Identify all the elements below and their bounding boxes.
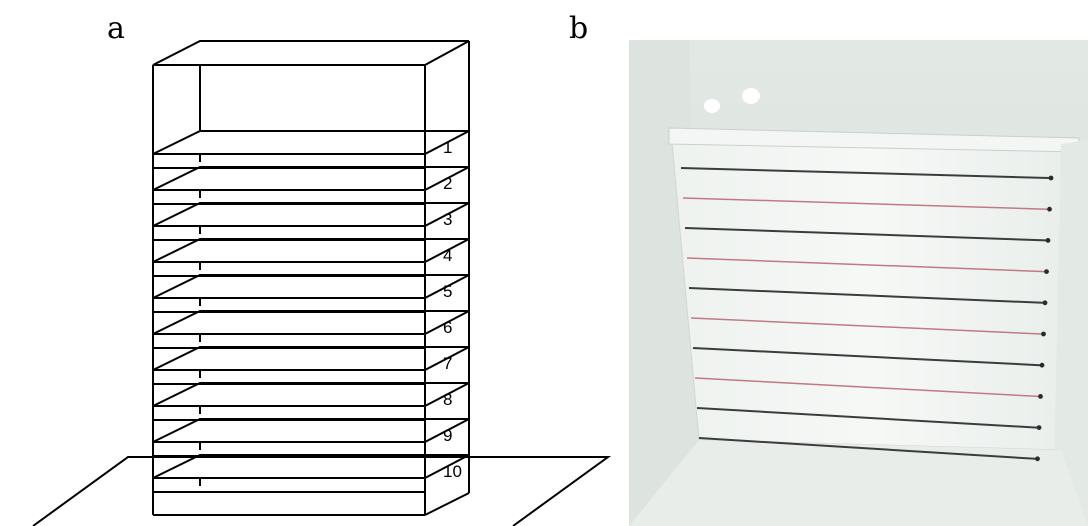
photo-wire: [690, 317, 1042, 335]
photo-wire-clip: [1036, 425, 1042, 430]
photo-wire-clip: [1041, 331, 1046, 337]
photo-glare-2: [742, 88, 760, 104]
photo-wire: [698, 437, 1036, 460]
box-side-bottom-edge: [424, 492, 470, 516]
panel-b-label: b: [569, 11, 589, 46]
photo-wire-clip: [1038, 394, 1043, 399]
photo-wire-clip: [1039, 362, 1045, 368]
photo-wire: [692, 347, 1041, 367]
shelf-number-label: 3: [443, 210, 452, 229]
shelf-number-label: 7: [443, 354, 452, 373]
shelf-plane: [152, 130, 470, 155]
shelf-plane: [152, 382, 470, 407]
photo-wire: [680, 167, 1050, 179]
photo-wire: [684, 227, 1047, 242]
shelf-plane: [152, 166, 470, 191]
shelf-plane: [152, 202, 470, 227]
panel-a-label: a: [107, 11, 125, 46]
shelf-number-label: 6: [443, 318, 452, 337]
photo-floor: [629, 440, 1088, 526]
box-top-face: [152, 40, 470, 66]
shelf-box-diagram: 1 2 3 4 5 6 7 8 9 10: [32, 40, 612, 526]
shelf-plane: [152, 310, 470, 335]
shelf-number-label: 10: [443, 462, 462, 481]
shelf-plane: [152, 238, 470, 263]
photo-wire-clip: [1047, 206, 1052, 212]
photo-wire: [694, 377, 1039, 398]
shelf-number-label: 4: [443, 246, 452, 265]
photo-right-wall: [1054, 140, 1088, 526]
photo-board: [670, 131, 1074, 451]
photo-wire-clip: [1042, 300, 1048, 306]
photo-glare-1: [704, 99, 720, 113]
shelf-number-label: 5: [443, 282, 452, 301]
shelf-plane: [152, 274, 470, 299]
photo-wire-clip: [1048, 175, 1054, 181]
shelf-plane: [152, 418, 470, 443]
photo-wire: [688, 287, 1044, 304]
shelf-number-label: 2: [443, 174, 452, 193]
shelf-box-photo: [629, 40, 1088, 526]
photo-wire-clip: [1035, 456, 1040, 462]
photo-wire: [686, 257, 1045, 273]
photo-wire-clip: [1045, 238, 1051, 243]
photo-wire: [696, 407, 1038, 429]
photo-wire: [682, 197, 1048, 210]
shelf-plane: [152, 454, 470, 479]
shelf-plane: [152, 346, 470, 371]
shelf-number-label: 9: [443, 426, 452, 445]
photo-wire-clip: [1044, 269, 1049, 274]
shelf-number-label: 1: [443, 138, 452, 157]
shelf-number-label: 8: [443, 390, 452, 409]
